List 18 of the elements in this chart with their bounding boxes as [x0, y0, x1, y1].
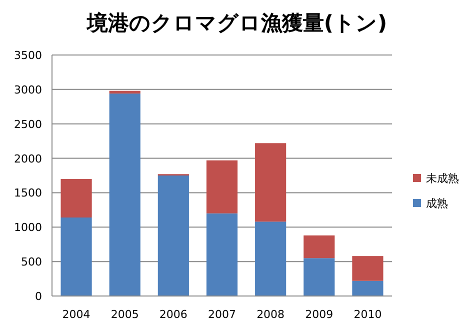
ytick: 500 — [21, 256, 42, 269]
xtick: 2009 — [305, 308, 334, 321]
title: 境港のクロマグロ漁獲量(トン) — [86, 11, 388, 35]
ytick: 1000 — [14, 221, 42, 234]
xtick: 2007 — [208, 308, 236, 321]
ytick: 3500 — [14, 49, 42, 62]
ytick: 1500 — [14, 186, 42, 200]
xtick: 2006 — [159, 308, 188, 321]
legend-label: 成熟 — [426, 197, 448, 210]
legend-label: 未成熟 — [426, 172, 459, 185]
ytick: 2000 — [14, 152, 42, 166]
xtick: 2005 — [110, 308, 139, 321]
xtick: 2010 — [354, 308, 382, 321]
xtick: 2008 — [256, 308, 285, 321]
ytick: 0 — [35, 290, 42, 303]
ytick: 2500 — [14, 118, 42, 131]
ytick: 3000 — [14, 83, 42, 96]
xtick: 2004 — [62, 308, 90, 321]
